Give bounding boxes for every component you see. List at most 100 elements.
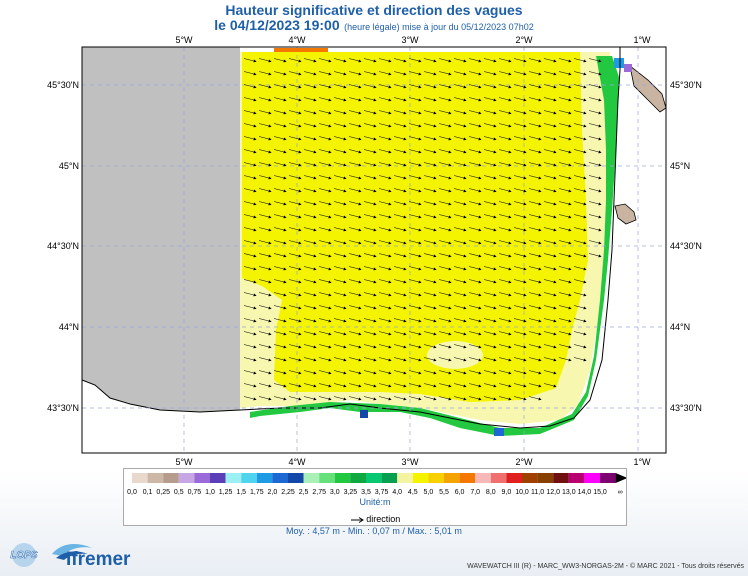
wave-direction-arrow bbox=[393, 344, 407, 349]
wave-direction-arrow bbox=[513, 201, 527, 206]
wave-direction-arrow bbox=[288, 71, 302, 76]
france-land bbox=[574, 47, 666, 418]
wave-direction-arrow bbox=[498, 279, 512, 284]
wave-direction-arrow bbox=[573, 71, 587, 76]
wave-direction-arrow bbox=[498, 136, 512, 141]
wave-direction-arrow bbox=[258, 383, 272, 388]
wave-direction-arrow bbox=[468, 123, 482, 128]
wave-direction-arrow bbox=[258, 123, 272, 128]
legend-tick-label: 0,75 bbox=[188, 489, 202, 496]
legend-tick-label: 1,0 bbox=[205, 489, 215, 496]
wave-direction-arrow bbox=[423, 201, 437, 206]
wave-direction-arrow bbox=[498, 214, 512, 219]
wave-direction-arrow bbox=[558, 214, 572, 219]
wave-direction-arrow bbox=[468, 97, 482, 102]
wave-direction-arrow bbox=[438, 253, 452, 258]
wave-direction-arrow bbox=[573, 136, 587, 141]
wave-direction-arrow bbox=[408, 84, 422, 89]
wave-direction-arrow bbox=[243, 370, 257, 375]
plot-layers bbox=[82, 47, 666, 453]
wave-direction-arrow bbox=[528, 58, 542, 63]
plot-border bbox=[81, 46, 667, 454]
wave-direction-arrow bbox=[528, 240, 542, 245]
legend-swatch bbox=[147, 473, 164, 483]
wave-direction-arrow bbox=[498, 357, 512, 362]
wave-direction-arrow bbox=[273, 396, 287, 401]
wave-direction-arrow bbox=[378, 201, 392, 206]
wave-direction-arrow bbox=[483, 110, 497, 115]
lon-label-bottom: 5°W bbox=[175, 457, 193, 467]
wave-direction-arrow bbox=[258, 227, 272, 232]
wave-direction-arrow bbox=[498, 305, 512, 310]
legend-swatch bbox=[584, 473, 600, 483]
wave-direction-arrow bbox=[393, 214, 407, 219]
wave-direction-arrow bbox=[453, 214, 467, 219]
wave-direction-arrow bbox=[438, 383, 452, 388]
wave-direction-arrow bbox=[483, 266, 497, 271]
wave-direction-arrow bbox=[393, 370, 407, 375]
wave-direction-arrow bbox=[318, 253, 332, 258]
wave-direction-arrow bbox=[423, 292, 437, 297]
wave-direction-arrow bbox=[558, 201, 572, 206]
legend-swatch bbox=[506, 473, 522, 483]
wave-direction-arrow bbox=[363, 227, 377, 232]
wave-direction-arrow bbox=[423, 266, 437, 271]
wave-direction-arrow bbox=[408, 58, 422, 63]
wave-direction-arrow bbox=[318, 175, 332, 180]
gironde-estuary bbox=[629, 65, 666, 113]
wave-direction-arrow bbox=[438, 227, 452, 232]
legend-swatch bbox=[537, 473, 554, 483]
wave-direction-arrow bbox=[438, 175, 452, 180]
legend-tick-label: 0,1 bbox=[143, 489, 153, 496]
wave-direction-arrow bbox=[378, 357, 392, 362]
coast-shallow-cell bbox=[624, 64, 632, 72]
wave-direction-arrow bbox=[258, 97, 272, 102]
wave-direction-arrow bbox=[528, 175, 542, 180]
legend-tick-label: 12,0 bbox=[546, 489, 560, 496]
wave-direction-arrow bbox=[318, 58, 332, 63]
wave-direction-arrow bbox=[543, 214, 557, 219]
wave-direction-arrow bbox=[333, 305, 347, 310]
wave-direction-arrow bbox=[258, 279, 272, 284]
wave-direction-arrow bbox=[558, 149, 572, 154]
wave-direction-arrow bbox=[303, 71, 317, 76]
wave-direction-arrow bbox=[513, 58, 527, 63]
wave-direction-arrow bbox=[363, 175, 377, 180]
wave-direction-arrow bbox=[348, 58, 362, 63]
wave-direction-arrow bbox=[498, 396, 512, 401]
wave-direction-arrow bbox=[453, 305, 467, 310]
wave-direction-arrow bbox=[348, 97, 362, 102]
wave-direction-arrow bbox=[438, 266, 452, 271]
wave-direction-arrow bbox=[558, 162, 572, 167]
wave-direction-arrow bbox=[558, 318, 572, 323]
lon-label-top: 4°W bbox=[288, 35, 306, 45]
wave-direction-arrow bbox=[453, 84, 467, 89]
wave-direction-arrow bbox=[273, 344, 287, 349]
wave-direction-arrow bbox=[348, 253, 362, 258]
wave-direction-arrow bbox=[288, 253, 302, 258]
wave-direction-arrow bbox=[243, 396, 257, 401]
wave-direction-arrow bbox=[498, 344, 512, 349]
legend-swatch bbox=[522, 473, 538, 483]
wave-direction-arrow bbox=[468, 201, 482, 206]
legend-tick-label: 0,5 bbox=[174, 489, 184, 496]
wave-direction-arrow bbox=[543, 175, 557, 180]
wave-direction-arrow bbox=[363, 201, 377, 206]
wave-direction-arrow bbox=[288, 357, 302, 362]
wave-direction-arrow bbox=[513, 266, 527, 271]
wave-direction-arrow bbox=[453, 292, 467, 297]
wave-direction-arrow bbox=[498, 188, 512, 193]
wave-direction-arrow bbox=[513, 110, 527, 115]
wave-direction-arrow bbox=[468, 58, 482, 63]
wave-direction-arrow bbox=[348, 370, 362, 375]
wave-direction-arrow bbox=[393, 227, 407, 232]
wave-direction-arrow bbox=[363, 279, 377, 284]
wave-direction-arrow bbox=[288, 214, 302, 219]
color-legend: 0,0 0,1 0,25 0,5 0,75 1,0 1,25 1,5 1,75 2,0 2,25 2,… bbox=[123, 468, 627, 526]
legend-swatch bbox=[194, 473, 210, 483]
wave-direction-arrow bbox=[498, 123, 512, 128]
wave-direction-arrow bbox=[273, 266, 287, 271]
legend-tick-label: 0,25 bbox=[156, 489, 170, 496]
lon-label-top: 5°W bbox=[175, 35, 193, 45]
wave-direction-arrow bbox=[333, 175, 347, 180]
